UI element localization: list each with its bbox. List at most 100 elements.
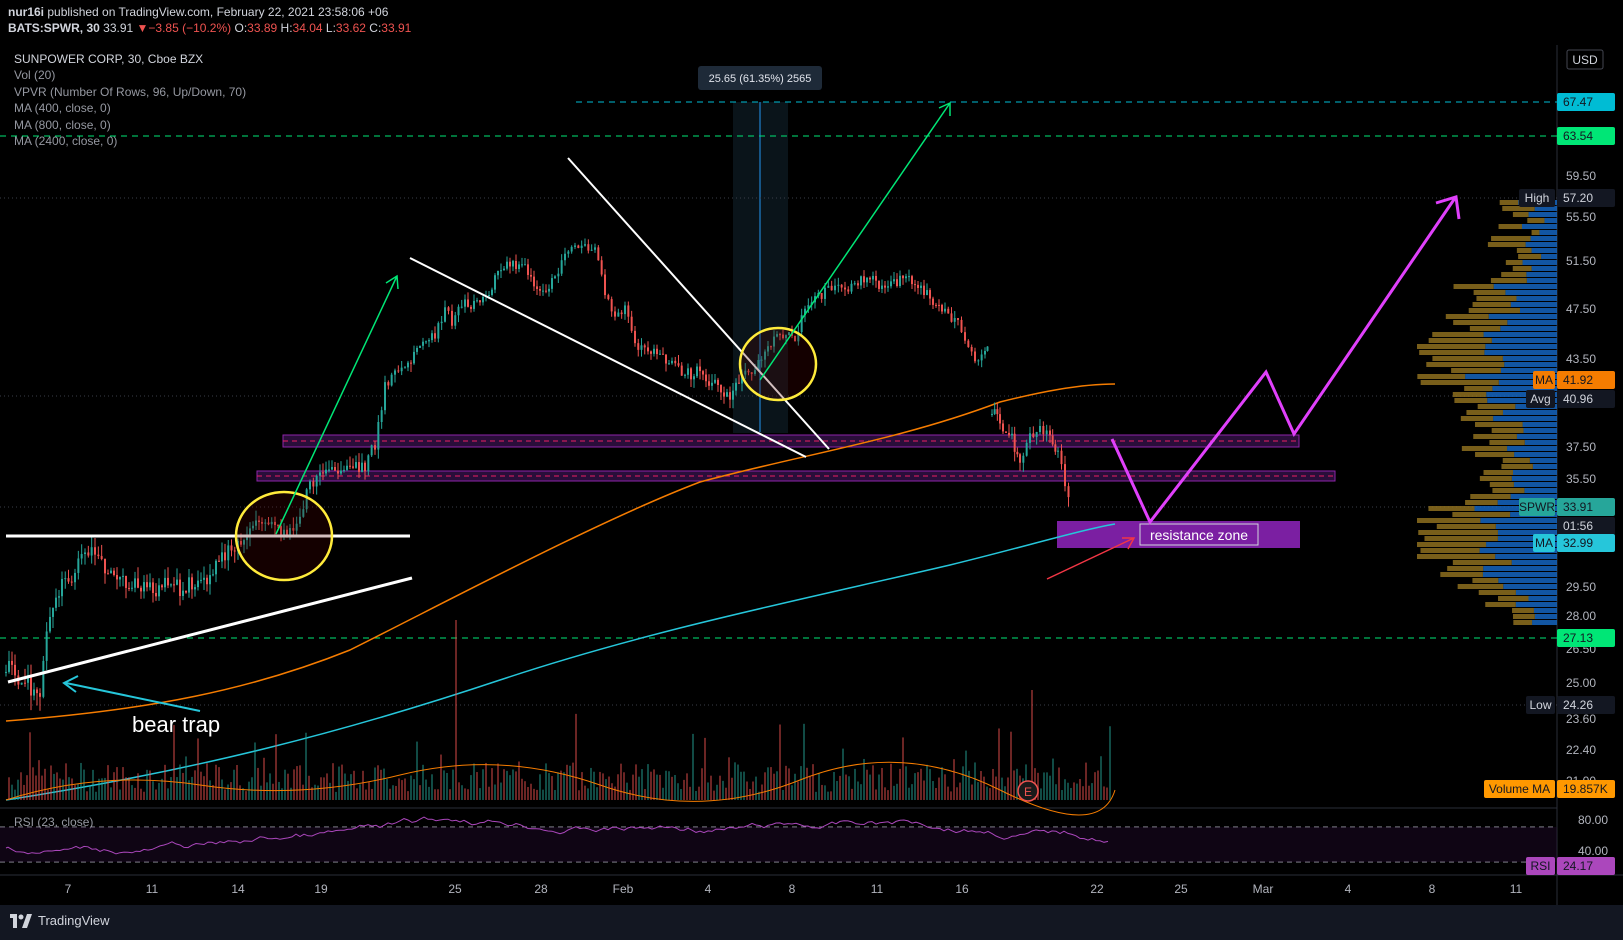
volume-bar — [338, 766, 340, 800]
vpvr-up-bar — [1539, 230, 1557, 235]
candle-body — [860, 276, 862, 286]
volume-bar — [677, 783, 679, 800]
vpvr-up-bar — [1511, 560, 1557, 565]
candle-body — [1008, 432, 1010, 436]
last-price: 33.91 — [103, 21, 134, 35]
vpvr-down-bar — [1518, 254, 1542, 259]
indicator-vol[interactable]: Vol (20) — [14, 68, 56, 82]
tradingview-icon — [10, 913, 32, 928]
chart-canvas[interactable]: 25.65 (61.35%) 2565 resistance zone — [0, 0, 1623, 905]
volume-bar — [437, 789, 439, 800]
vpvr-down-bar — [1473, 434, 1517, 439]
candle-body — [374, 445, 376, 450]
volume-bar — [593, 771, 595, 800]
indicator-vpvr[interactable]: VPVR (Number Of Rows, 96, Up/Down, 70) — [14, 85, 247, 99]
volume-bar — [683, 779, 685, 800]
vpvr-up-bar — [1498, 380, 1557, 385]
target-arrow-1-head — [385, 274, 399, 290]
candle-body — [258, 520, 260, 523]
candle-body — [5, 671, 7, 673]
volume-bar — [746, 781, 748, 800]
volume-bar — [755, 776, 757, 800]
volume-bar — [296, 766, 298, 800]
close-value: 33.91 — [381, 21, 412, 35]
candle-body — [554, 276, 556, 279]
vpvr-up-bar — [1480, 518, 1557, 523]
candle-body — [896, 279, 898, 287]
candle-body — [149, 582, 151, 588]
candle-body — [397, 370, 400, 372]
candle-body — [500, 270, 502, 272]
candle-body — [328, 469, 330, 471]
candle-body — [39, 693, 41, 697]
author-name[interactable]: nur16i — [8, 5, 45, 19]
vpvr-up-bar — [1503, 584, 1557, 589]
indicator-ma2400[interactable]: MA (2400, close, 0) — [14, 134, 118, 148]
volume-bar — [56, 772, 58, 800]
candle-body — [964, 332, 966, 341]
publish-info: nur16i published on TradingView.com, Feb… — [8, 5, 388, 19]
vpvr-down-bar — [1452, 512, 1511, 517]
volume-bar — [164, 764, 166, 800]
candle-body — [521, 264, 523, 266]
candle-body — [444, 307, 446, 322]
symbol-label[interactable]: BATS:SPWR, 30 — [8, 21, 100, 35]
candle-body — [902, 275, 904, 279]
bottom-bar — [0, 905, 1623, 940]
indicator-title[interactable]: SUNPOWER CORP, 30, Cboe BZX — [14, 52, 204, 66]
candle-body — [1011, 433, 1013, 436]
volume-bar — [1073, 782, 1075, 800]
candle-body — [647, 347, 649, 352]
volume-bar — [272, 783, 274, 800]
candle-body — [627, 305, 630, 317]
vpvr-up-bar — [1482, 572, 1557, 577]
vpvr-up-bar — [1492, 386, 1557, 391]
volume-bar — [821, 784, 823, 800]
tradingview-logo[interactable]: TradingView — [10, 913, 110, 928]
volume-bar — [641, 769, 643, 800]
volume-bar — [521, 778, 523, 800]
candle-body — [252, 525, 254, 529]
low-value: 33.62 — [335, 21, 366, 35]
vpvr-down-bar — [1417, 374, 1466, 379]
candle-body — [747, 370, 750, 373]
candle-body — [27, 675, 29, 683]
rsi-tick-80: 80.00 — [1578, 813, 1608, 827]
volume-bar — [35, 775, 37, 800]
volume-bar — [500, 782, 502, 800]
volume-bar — [293, 769, 295, 800]
volume-bar — [86, 791, 88, 800]
indicator-ma400[interactable]: MA (400, close, 0) — [14, 101, 111, 115]
volume-bar — [233, 769, 235, 800]
candle-body — [785, 335, 787, 339]
volume-bar — [1070, 787, 1072, 800]
volume-bar — [908, 787, 910, 800]
volume-bar — [716, 784, 718, 800]
volume-bar — [392, 785, 394, 800]
indicator-ma800[interactable]: MA (800, close, 0) — [14, 118, 111, 132]
candle-body — [594, 247, 596, 250]
vpvr-down-bar — [1461, 446, 1508, 451]
volume-bar — [50, 765, 52, 800]
candle-body — [668, 363, 670, 365]
price-labels: 67.47 63.54 High 57.20 MA 41.92 Avg 40.96 SPWR 33… — [1484, 93, 1615, 875]
vpvr-down-bar — [1513, 620, 1533, 625]
vpvr-up-bar — [1534, 206, 1557, 211]
candle-body — [58, 596, 60, 598]
candle-body — [926, 290, 928, 296]
volume-bar — [347, 780, 349, 800]
candle-body — [782, 334, 784, 339]
vpvr-down-bar — [1512, 266, 1532, 271]
candle-body — [286, 529, 288, 536]
volume-bar — [590, 767, 592, 800]
price-label-name: MA — [1535, 536, 1553, 550]
volume-bar — [176, 777, 178, 800]
candle-body — [577, 245, 580, 248]
volume-bar — [698, 786, 700, 800]
volume-bar — [497, 763, 499, 800]
volume-bar — [791, 785, 793, 800]
volume-bar — [866, 769, 868, 800]
resistance-zone-box — [1057, 521, 1300, 548]
vpvr-up-bar — [1534, 614, 1557, 619]
candle-body — [720, 385, 722, 393]
